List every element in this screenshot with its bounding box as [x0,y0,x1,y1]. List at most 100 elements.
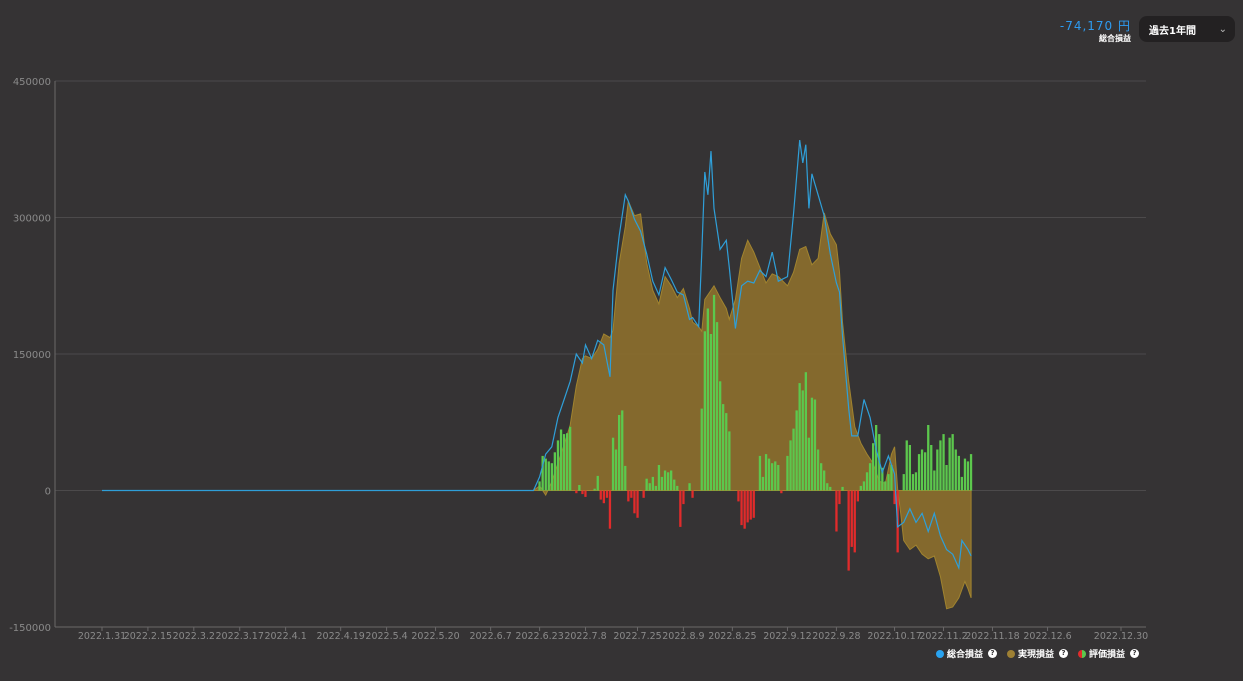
realized-profit-area [102,199,972,610]
unrealized-profit-bar [933,470,936,491]
x-tick-label: 2022.12.30 [1094,631,1148,642]
unrealized-profit-bar [789,440,792,491]
unrealized-profit-bar [927,425,930,491]
unrealized-profit-bar [957,455,960,491]
unrealized-profit-bar [960,476,963,491]
unrealized-profit-bar [823,470,826,491]
unrealized-profit-bar [939,440,942,491]
y-tick-label: 0 [45,487,51,498]
unrealized-profit-bar [847,490,850,571]
unrealized-profit-bar [722,404,725,491]
unrealized-profit-bar [786,455,789,491]
unrealized-profit-bar [682,490,685,505]
unrealized-profit-bar [725,413,728,491]
legend: 総合損益 ? 実現損益 ? 評価損益 ? [935,647,1139,660]
unrealized-profit-bar [908,445,911,491]
unrealized-profit-bar [541,455,544,491]
unrealized-profit-bar [838,490,841,505]
unrealized-profit-bar [917,454,921,491]
unrealized-profit-bar [835,490,838,532]
period-select-value: 過去1年間 [1149,25,1196,37]
unrealized-profit-bar [801,390,804,491]
unrealized-profit-bar [865,472,869,491]
legend-item-realized[interactable]: 実現損益 ? [1006,647,1068,660]
unrealized-profit-bar [728,431,731,491]
unrealized-profit-bar [774,461,777,491]
x-tick-label: 2022.6.7 [469,631,511,642]
unrealized-profit-bar [673,479,676,491]
unrealized-profit-bar [826,483,829,491]
unrealized-profit-bar [544,458,547,491]
total-summary: -74,170 円 総合損益 [1060,19,1131,45]
unrealized-profit-bar [614,449,618,491]
x-tick-label: 2022.11.2 [919,631,967,642]
unrealized-profit-bar [581,490,584,495]
unrealized-profit-bar [859,485,862,491]
unrealized-profit-bar [575,490,578,494]
unrealized-profit-bar [780,490,783,494]
unrealized-profit-bar [807,437,810,491]
unrealized-profit-bar [936,449,939,491]
unrealized-profit-bar [798,383,801,491]
x-tick-label: 2022.4.1 [264,631,306,642]
unrealized-profit-bar [566,433,569,491]
help-icon[interactable]: ? [987,649,997,658]
unrealized-profit-bar [715,322,719,491]
unrealized-profit-bar [905,440,908,491]
help-icon[interactable]: ? [1058,649,1068,658]
unrealized-profit-bar [963,458,967,491]
help-icon[interactable]: ? [1130,649,1139,658]
unrealized-profit-bar [559,429,563,491]
unrealized-profit-bar [804,372,807,491]
unrealized-profit-bar [752,490,755,518]
unrealized-profit-bar [538,481,541,491]
unrealized-profit-bar [608,490,612,529]
x-tick-label: 2022.9.28 [812,631,860,642]
unrealized-profit-bar [651,476,654,491]
unrealized-profit-bar [553,452,556,491]
unrealized-profit-bar [670,470,673,491]
unrealized-profit-bar [642,490,645,498]
unrealized-profit-bar [740,490,743,526]
x-tick-label: 2022.1.31 [78,631,126,642]
unrealized-profit-bar [599,490,602,500]
unrealized-profit-bar [547,461,550,491]
unrealized-profit-bar [663,470,667,491]
unrealized-profit-bar [872,443,875,491]
unrealized-profit-bar [893,490,896,505]
unrealized-profit-bar [596,475,599,491]
legend-item-unrealized[interactable]: 評価損益 ? [1077,647,1139,660]
unrealized-profit-bar [618,415,621,491]
unrealized-profit-bar [875,425,878,491]
legend-label-realized: 実現損益 [1017,650,1054,660]
unrealized-profit-bar [657,465,661,491]
unrealized-profit-bar [578,485,581,491]
unrealized-profit-bar [884,481,887,491]
y-tick-label: 450000 [13,77,51,88]
unrealized-profit-bar [602,490,605,504]
legend-label-unrealized: 評価損益 [1088,650,1125,660]
total-line-layer [102,140,972,571]
unrealized-profit-bar [703,331,706,491]
unrealized-profit-bar [764,454,768,491]
realized-area-layer [102,199,972,610]
unrealized-profit-bar [633,490,636,514]
legend-item-total[interactable]: 総合損益 ? [935,647,997,660]
x-tick-label: 2022.12.6 [1023,631,1071,642]
unrealized-profit-bar [758,455,762,491]
unrealized-profit-bar [627,490,630,502]
unrealized-profit-bar [951,434,954,491]
unrealized-profit-bar [924,452,927,491]
x-tick-label: 2022.2.15 [124,631,172,642]
unrealized-profit-bar [712,294,716,491]
unrealized-profit-bar [611,437,615,491]
unrealized-profit-bar [688,483,691,491]
period-select[interactable]: 過去1年間 ⌄ [1139,16,1235,42]
legend-label-total: 総合損益 [946,650,983,660]
x-tick-label: 2022.9.12 [763,631,811,642]
y-axis: 450000 300000 150000 0 -150000 [9,77,56,634]
unrealized-profit-bar [795,410,798,491]
unrealized-profit-bar [621,410,624,491]
unrealized-profit-bar [862,481,866,491]
